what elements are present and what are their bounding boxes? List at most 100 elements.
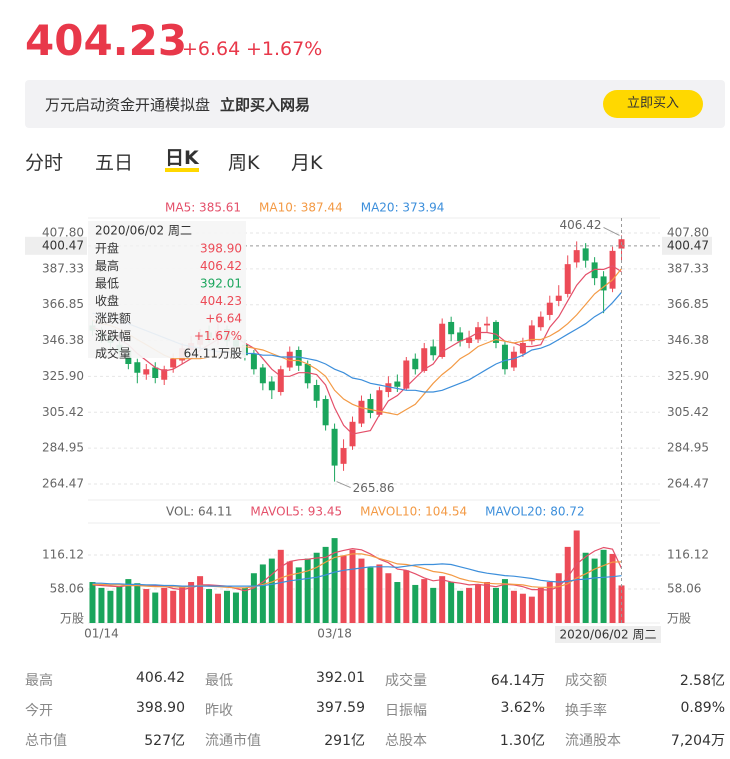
crosshair-box	[662, 236, 712, 255]
y-unit: 万股	[60, 612, 84, 626]
legend-entry: MAVOL20: 80.72	[485, 505, 584, 519]
y-tick-label: 58.06	[50, 582, 84, 596]
tooltip-value: 392.01	[200, 277, 242, 291]
volume-bar	[475, 584, 482, 623]
candle-body	[403, 360, 410, 389]
x-tick-label: 01/14	[84, 627, 119, 641]
volume-bar	[215, 593, 222, 623]
period-tab[interactable]: 周K	[228, 152, 260, 174]
stat-value: 398.90	[136, 700, 185, 716]
volume-bar	[600, 549, 607, 623]
volume-bar	[510, 590, 517, 623]
volume-bar	[430, 587, 437, 623]
tooltip-label: 收盘	[95, 293, 119, 308]
candle-body	[439, 323, 446, 357]
banner-link[interactable]: 立即买入网易	[220, 96, 311, 114]
volume-bar	[223, 590, 230, 623]
candle-body	[600, 276, 607, 291]
volume-bar	[573, 530, 580, 623]
x-tick-label: 03/18	[317, 627, 352, 641]
volume-bar	[555, 573, 562, 623]
candle-body	[466, 337, 473, 343]
stat-value: 392.01	[316, 670, 365, 686]
annotation-line	[336, 481, 351, 489]
banner-message: 万元启动资金开通模拟盘	[45, 96, 211, 114]
period-tab[interactable]: 日K	[165, 148, 199, 172]
y-tick-label: 116.12	[667, 548, 709, 562]
crosshair-box	[25, 236, 87, 255]
volume-bar	[349, 549, 356, 623]
stat-label: 流通市值	[205, 733, 261, 749]
y-tick-label: 264.47	[667, 477, 709, 491]
annotation-line	[603, 226, 620, 236]
candle-body	[385, 383, 392, 393]
volume-bar	[537, 587, 544, 623]
stat-label: 今开	[25, 703, 53, 719]
quote-price: 404.23	[25, 16, 188, 65]
period-tab[interactable]: 月K	[291, 152, 323, 174]
candle-body	[250, 353, 257, 370]
y-tick-label: 116.12	[42, 548, 84, 562]
crosshair-label: 400.47	[42, 238, 84, 252]
volume-bar	[170, 590, 177, 623]
candle-body	[259, 367, 266, 384]
volume-bar	[125, 579, 132, 623]
volume-bar	[439, 576, 446, 623]
volume-bar	[161, 587, 168, 623]
tooltip-value: 64.11万股	[184, 347, 242, 361]
chart: 58.06 58.06 116.12 116.12 万股 万股 VOL: 64.11 MAVO…	[25, 201, 712, 643]
tooltip-value: 398.90	[200, 242, 242, 256]
candle-body	[394, 381, 401, 387]
volume-bar	[412, 584, 419, 623]
volume-bar	[457, 590, 464, 623]
buy-button[interactable]: 立即买入	[603, 90, 703, 118]
candle-body	[412, 358, 419, 370]
candle-body	[358, 400, 365, 424]
legend-entry: MA5: 385.61	[165, 201, 241, 215]
period-tab[interactable]: 分时	[25, 152, 64, 174]
y-tick-label: 325.90	[667, 369, 709, 383]
candle-body	[528, 325, 535, 342]
tooltip-box	[88, 221, 246, 358]
y-tick-label: 387.33	[42, 261, 84, 275]
tooltip-label: 涨跌额	[95, 311, 131, 326]
stat-label: 流通股本	[565, 733, 621, 749]
volume-bar	[394, 582, 401, 623]
candle-body	[331, 428, 338, 466]
candle-body	[510, 351, 517, 368]
volume-bar	[143, 589, 150, 623]
legend-entry: MA20: 373.94	[361, 201, 445, 215]
volume-bar	[340, 555, 347, 623]
y-tick-label: 366.85	[667, 297, 709, 311]
volume-bar	[609, 553, 616, 623]
candle-body	[475, 327, 482, 340]
candle-body	[376, 390, 383, 415]
candle-body	[268, 381, 275, 391]
y-tick-label: 387.33	[667, 261, 709, 275]
tooltip-value: 404.23	[200, 294, 242, 308]
volume-bar	[358, 558, 365, 623]
candle-body	[322, 399, 329, 426]
y-tick-label: 407.80	[42, 225, 84, 239]
candle-body	[304, 363, 311, 384]
volume-bar	[501, 579, 508, 623]
tooltip-date: 2020/06/02 周二	[95, 224, 192, 238]
quote-percent: +1.67%	[246, 38, 323, 60]
candle-body	[367, 399, 374, 414]
volume-bar	[484, 582, 491, 623]
tooltip-value: +6.64	[205, 312, 242, 326]
volume-bar	[564, 546, 571, 623]
candle-body	[546, 302, 553, 315]
volume-bar	[197, 576, 204, 623]
volume-bar	[98, 587, 105, 623]
ma-line	[92, 546, 623, 592]
legend-entry: MAVOL10: 104.54	[360, 505, 467, 519]
candle-body	[134, 362, 141, 373]
stat-label: 换手率	[565, 703, 607, 719]
volume-bar	[188, 582, 195, 623]
candle-body	[484, 323, 491, 326]
volume-bar	[232, 592, 239, 623]
period-tab[interactable]: 五日	[95, 152, 134, 174]
candle-body	[537, 316, 544, 328]
y-tick-label: 305.42	[42, 405, 84, 419]
